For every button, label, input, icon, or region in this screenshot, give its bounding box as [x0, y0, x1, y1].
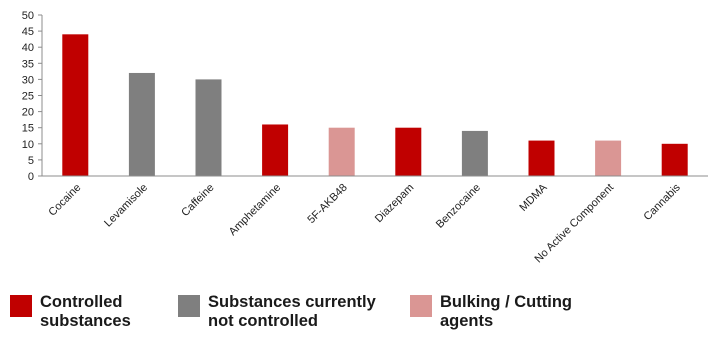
y-tick-label: 15: [22, 123, 34, 135]
x-tick-label: Amphetamine: [227, 182, 283, 238]
bar-5f-akb48: [328, 127, 355, 176]
legend-swatch-not-controlled: [178, 295, 200, 317]
legend-bulking: Bulking / Cutting agents: [410, 293, 572, 331]
y-tick-label: 25: [22, 91, 34, 103]
legend-label-not-controlled: Substances currently not controlled: [208, 293, 376, 330]
legend-swatch-controlled: [10, 295, 32, 317]
y-tick-label: 0: [28, 171, 34, 183]
y-tick-label: 5: [28, 155, 34, 167]
bars: [62, 34, 688, 176]
bar-caffeine: [195, 79, 222, 176]
bar-diazepam: [395, 127, 422, 176]
x-axis: Cocaine Levamisole Caffeine Amphetamine 5F-A…: [42, 175, 708, 265]
y-tick-label: 30: [22, 74, 34, 86]
bar-chart: 0 5 10 15 20 25 30 35 40 45 50 Cocaine Levamisole Ca…: [22, 10, 708, 265]
y-tick-label: 50: [22, 10, 34, 22]
x-tick-label: Caffeine: [179, 182, 216, 219]
legend-controlled: Controlled substances: [10, 293, 131, 331]
bar-levamisole: [128, 72, 155, 176]
y-tick-label: 40: [22, 42, 34, 54]
y-tick-label: 35: [22, 58, 34, 70]
bar-benzocaine: [461, 130, 488, 176]
y-tick-label: 45: [22, 26, 34, 38]
legend-label-controlled: Controlled substances: [40, 293, 131, 330]
x-tick-label: Diazepam: [373, 182, 417, 226]
legend-not-controlled: Substances currently not controlled: [178, 293, 376, 331]
bar-mdma: [528, 140, 555, 176]
y-axis: 0 5 10 15 20 25 30 35 40 45 50: [22, 10, 43, 183]
x-tick-label: Cocaine: [46, 182, 83, 219]
legend-label-bulking: Bulking / Cutting agents: [440, 293, 572, 330]
x-tick-label: Benzocaine: [434, 182, 483, 231]
legend-swatch-bulking: [410, 295, 432, 317]
x-tick-label: MDMA: [517, 181, 550, 214]
bar-cannabis: [661, 143, 688, 176]
bar-amphetamine: [262, 124, 289, 176]
x-tick-label: Levamisole: [102, 182, 150, 230]
x-tick-label: 5F-AKB48: [305, 182, 349, 226]
bar-cocaine: [62, 34, 89, 176]
x-tick-label: Cannabis: [641, 181, 683, 223]
y-tick-label: 10: [22, 139, 34, 151]
y-tick-label: 20: [22, 107, 34, 119]
bar-no-active-component: [595, 140, 622, 176]
